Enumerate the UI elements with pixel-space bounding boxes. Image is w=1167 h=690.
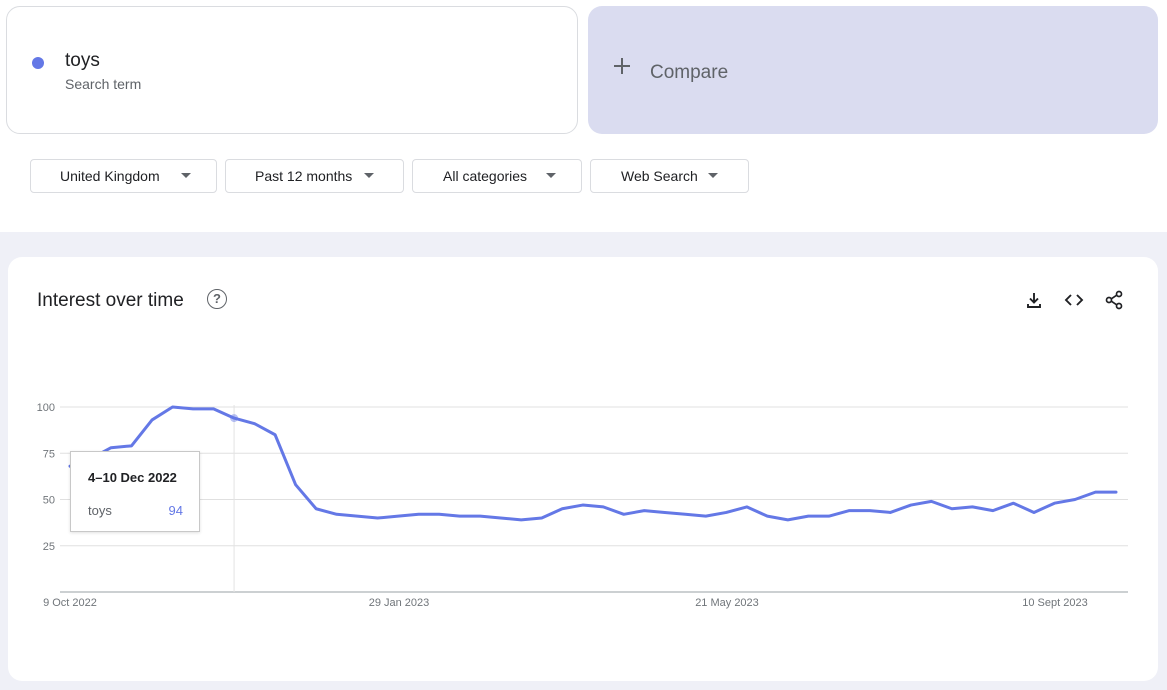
- caret-down-icon: [181, 173, 191, 178]
- chart-tooltip: 4–10 Dec 2022 toys 94: [70, 451, 200, 532]
- explore-header: toys Search term Compare United Kingdom …: [0, 0, 1167, 232]
- x-tick-label: 21 May 2023: [695, 597, 759, 609]
- search-type-filter-dropdown[interactable]: Web Search: [590, 159, 749, 193]
- time-range-filter-dropdown[interactable]: Past 12 months: [225, 159, 404, 193]
- y-tick-label: 50: [43, 495, 55, 507]
- y-tick-label: 25: [43, 541, 55, 553]
- embed-code-icon[interactable]: [1064, 290, 1084, 310]
- caret-down-icon: [708, 173, 718, 178]
- term-color-dot: [32, 57, 44, 69]
- search-type-filter-label: Web Search: [621, 168, 698, 184]
- share-icon[interactable]: [1104, 290, 1124, 310]
- tooltip-value: 94: [168, 503, 183, 518]
- chart-title: Interest over time: [37, 290, 184, 311]
- tooltip-date: 4–10 Dec 2022: [88, 470, 177, 485]
- help-icon[interactable]: ?: [207, 289, 227, 309]
- filters-bar: United Kingdom Past 12 months All catego…: [6, 144, 1158, 208]
- y-tick-label: 100: [37, 402, 55, 414]
- x-tick-label: 29 Jan 2023: [369, 597, 430, 609]
- caret-down-icon: [364, 173, 374, 178]
- data-point: [230, 414, 239, 423]
- time-range-filter-label: Past 12 months: [255, 168, 353, 184]
- download-icon[interactable]: [1024, 290, 1044, 310]
- compare-button[interactable]: Compare: [588, 6, 1158, 134]
- region-filter-dropdown[interactable]: United Kingdom: [30, 159, 217, 193]
- search-term-card[interactable]: toys Search term: [6, 6, 578, 134]
- region-filter-label: United Kingdom: [60, 168, 160, 184]
- y-tick-label: 75: [43, 448, 55, 460]
- series-line-toys: [68, 405, 1118, 522]
- compare-label: Compare: [650, 62, 729, 83]
- search-term-name[interactable]: toys: [65, 50, 100, 71]
- search-term-type: Search term: [65, 76, 142, 92]
- category-filter-label: All categories: [443, 168, 528, 184]
- category-filter-dropdown[interactable]: All categories: [412, 159, 582, 193]
- plus-icon: [614, 58, 630, 74]
- x-tick-label: 10 Sept 2023: [1022, 597, 1087, 609]
- caret-down-icon: [546, 173, 556, 178]
- x-tick-label: 9 Oct 2022: [43, 597, 97, 609]
- tooltip-term: toys: [88, 503, 112, 518]
